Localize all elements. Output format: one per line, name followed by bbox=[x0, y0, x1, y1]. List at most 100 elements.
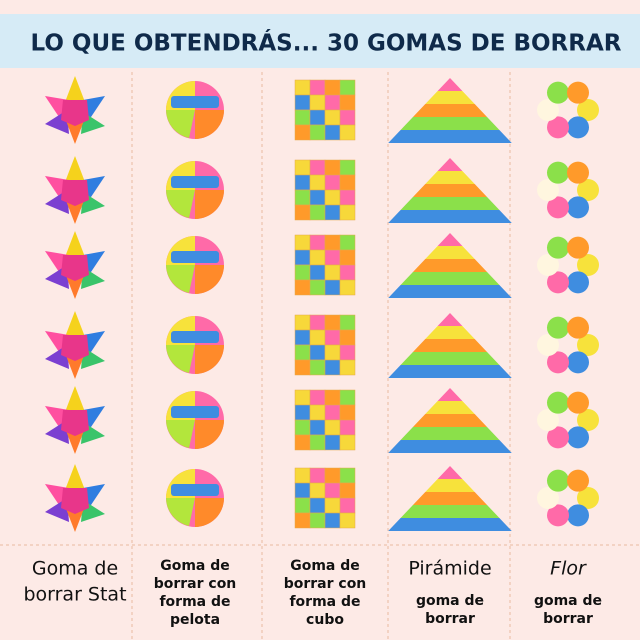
piece bbox=[324, 279, 341, 296]
eraser bbox=[166, 391, 224, 449]
eraser bbox=[388, 158, 512, 223]
eraser bbox=[294, 389, 356, 451]
piece bbox=[567, 316, 589, 339]
piece bbox=[339, 124, 356, 141]
piece bbox=[324, 174, 341, 191]
piece bbox=[425, 91, 475, 104]
piece bbox=[324, 482, 341, 499]
piece bbox=[309, 189, 326, 206]
column-subtitle: forma de bbox=[289, 594, 360, 610]
piece bbox=[559, 411, 577, 429]
piece bbox=[166, 265, 195, 293]
piece bbox=[309, 482, 326, 499]
piece bbox=[309, 344, 326, 361]
piece bbox=[294, 124, 311, 141]
piece bbox=[567, 351, 589, 374]
piece bbox=[388, 210, 512, 223]
piece bbox=[83, 406, 105, 430]
piece bbox=[547, 236, 569, 259]
piece bbox=[559, 336, 577, 354]
eraser bbox=[166, 81, 224, 139]
piece bbox=[65, 464, 85, 490]
column-subtitle: borrar con bbox=[154, 576, 237, 592]
piece bbox=[577, 334, 599, 356]
piece bbox=[537, 409, 559, 431]
piece bbox=[309, 497, 326, 514]
piece bbox=[388, 440, 512, 453]
piece bbox=[195, 420, 224, 449]
column-subtitle: Goma de bbox=[290, 558, 360, 574]
piece bbox=[166, 345, 195, 373]
piece bbox=[339, 497, 356, 514]
piece bbox=[309, 434, 326, 451]
piece bbox=[294, 249, 311, 266]
piece bbox=[166, 498, 195, 526]
piece bbox=[195, 265, 224, 294]
piece bbox=[309, 419, 326, 436]
eraser bbox=[45, 76, 105, 144]
piece bbox=[339, 389, 356, 406]
eraser bbox=[537, 236, 599, 294]
piece bbox=[294, 467, 311, 484]
piece bbox=[412, 414, 488, 427]
piece bbox=[339, 94, 356, 111]
piece bbox=[309, 329, 326, 346]
piece bbox=[437, 313, 463, 326]
piece bbox=[577, 254, 599, 276]
piece bbox=[324, 79, 341, 96]
piece bbox=[171, 331, 219, 343]
piece bbox=[339, 359, 356, 376]
eraser bbox=[537, 469, 599, 527]
piece bbox=[567, 504, 589, 527]
column-title: Goma de bbox=[32, 558, 118, 580]
column-subtitle: cubo bbox=[306, 612, 344, 628]
piece bbox=[339, 482, 356, 499]
column-subtitle: borrar bbox=[425, 611, 475, 627]
piece bbox=[294, 174, 311, 191]
piece bbox=[309, 79, 326, 96]
piece bbox=[324, 404, 341, 421]
piece bbox=[324, 204, 341, 221]
piece bbox=[547, 504, 569, 527]
eraser bbox=[166, 316, 224, 374]
piece bbox=[309, 359, 326, 376]
piece bbox=[61, 180, 89, 206]
piece bbox=[547, 116, 569, 139]
piece bbox=[309, 314, 326, 331]
piece bbox=[61, 335, 89, 361]
piece bbox=[294, 189, 311, 206]
piece bbox=[400, 352, 500, 365]
piece bbox=[324, 314, 341, 331]
piece bbox=[567, 236, 589, 259]
column-title: Flor bbox=[550, 558, 587, 580]
piece bbox=[294, 279, 311, 296]
piece bbox=[537, 179, 559, 201]
piece bbox=[324, 109, 341, 126]
piece bbox=[166, 110, 195, 138]
piece bbox=[559, 256, 577, 274]
products bbox=[45, 76, 599, 532]
piece bbox=[339, 174, 356, 191]
piece bbox=[567, 391, 589, 414]
piece bbox=[339, 434, 356, 451]
piece bbox=[567, 161, 589, 184]
eraser bbox=[537, 161, 599, 219]
piece bbox=[412, 259, 488, 272]
piece bbox=[388, 130, 512, 143]
piece bbox=[324, 159, 341, 176]
piece bbox=[547, 161, 569, 184]
piece bbox=[309, 404, 326, 421]
piece bbox=[339, 467, 356, 484]
column-subtitle: pelota bbox=[170, 612, 220, 628]
piece bbox=[83, 176, 105, 200]
piece bbox=[294, 79, 311, 96]
piece bbox=[339, 404, 356, 421]
piece bbox=[171, 406, 219, 418]
column-subtitle: goma de bbox=[416, 593, 484, 609]
column-title: borrar Stat bbox=[23, 584, 126, 606]
piece bbox=[309, 389, 326, 406]
piece bbox=[171, 176, 219, 188]
column-subtitle: Goma de bbox=[160, 558, 230, 574]
eraser bbox=[537, 391, 599, 449]
